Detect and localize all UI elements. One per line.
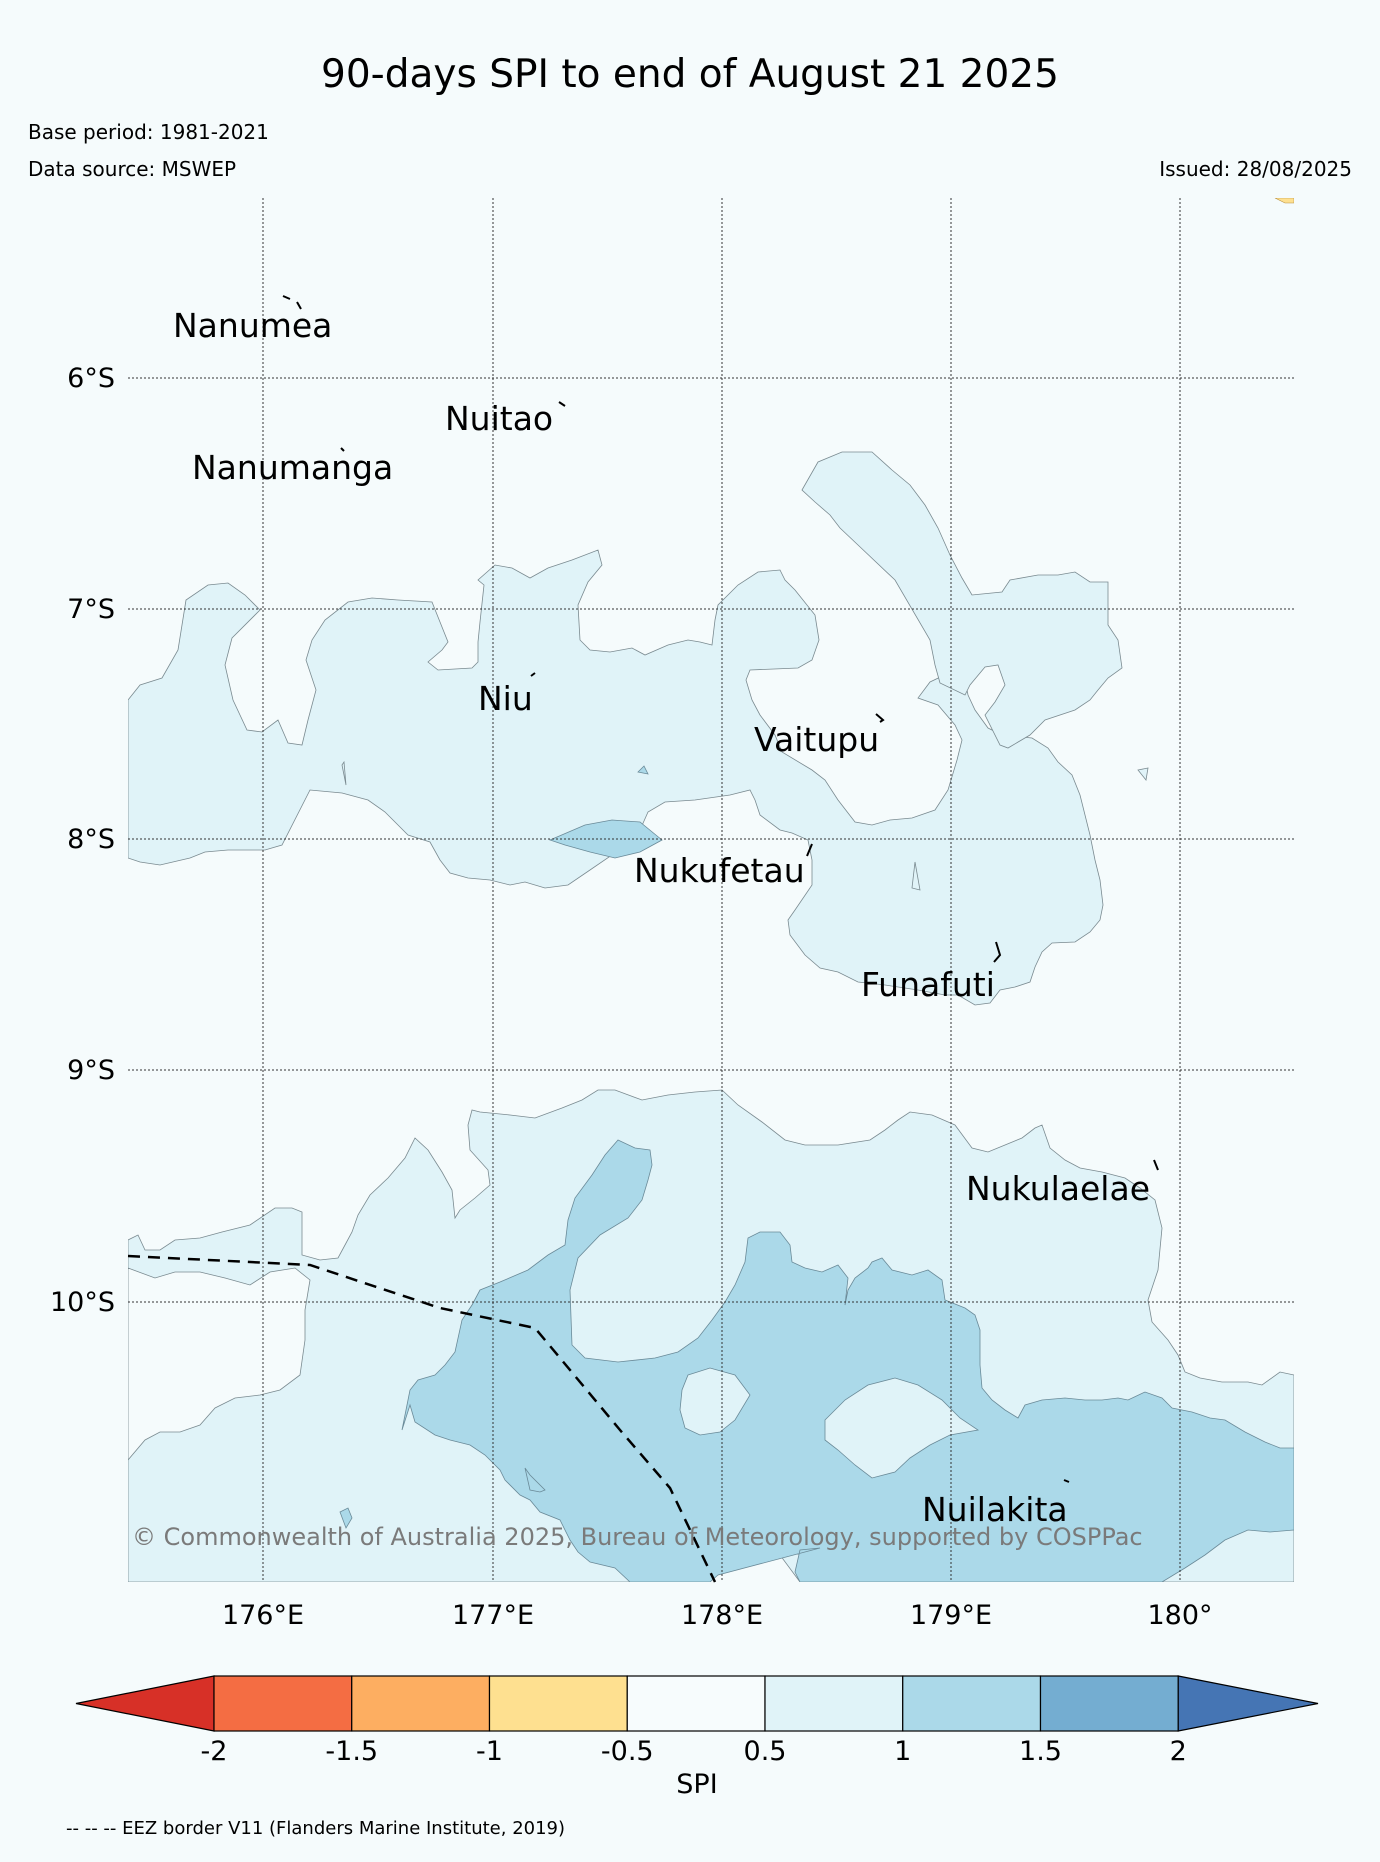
island-shape <box>558 401 566 407</box>
lat-tick-label: 8°S <box>67 824 115 855</box>
colorbar-tick-label: -2 <box>201 1736 228 1767</box>
colorbar-tick-label: -1 <box>476 1736 503 1767</box>
island-label: Nanumanga <box>192 448 393 487</box>
island-shape <box>1063 1479 1070 1483</box>
spi-region-medium-south <box>401 1139 1294 1582</box>
lat-tick-label: 9°S <box>67 1055 115 1086</box>
eez-border <box>127 1254 717 1583</box>
colorbar-swatch <box>488 1675 628 1732</box>
colorbar-swatch <box>351 1675 491 1732</box>
colorbar-tick-label: 2 <box>1170 1736 1187 1767</box>
island-shape <box>282 295 302 310</box>
lon-tick-label: 177°E <box>452 1600 534 1631</box>
colorbar-tick-label: -0.5 <box>601 1736 654 1767</box>
island-label: Nanumea <box>173 306 332 345</box>
lat-tick-label: 10°S <box>50 1287 115 1318</box>
colorbar-swatch <box>902 1675 1042 1732</box>
colorbar-tick-label: 1.5 <box>1019 1736 1062 1767</box>
spi-region-small-dark <box>339 1507 353 1529</box>
base-period-label: Base period: 1981-2021 <box>28 120 269 144</box>
lon-axis: 176°E 177°E 178°E 179°E 180° <box>222 1600 1213 1631</box>
spi-region-yellow <box>1274 198 1294 204</box>
eez-border-note: -- -- -- EEZ border V11 (Flanders Marine… <box>66 1818 566 1839</box>
data-source-label: Data source: MSWEP <box>28 157 237 181</box>
spi-region-small-dark <box>637 765 649 775</box>
colorbar-tick-label: -1.5 <box>325 1736 378 1767</box>
copyright-watermark: © Commonwealth of Australia 2025, Bureau… <box>132 1523 1143 1551</box>
island-shape <box>806 843 813 857</box>
map-title: 90-days SPI to end of August 21 2025 <box>321 52 1059 97</box>
issued-date-label: Issued: 28/08/2025 <box>1159 157 1352 181</box>
spi-region-small-dark <box>524 1467 546 1493</box>
island-label: Nuitao <box>445 399 553 438</box>
island-label: Nukufetau <box>634 851 805 890</box>
colorbar-extend-low <box>75 1675 215 1732</box>
colorbar: -2 -1.5 -1 -0.5 0.5 1 1.5 2 <box>75 1675 1319 1767</box>
colorbar-tick-label: 0.5 <box>744 1736 787 1767</box>
colorbar-swatch <box>764 1675 904 1732</box>
colorbar-swatch <box>626 1675 766 1732</box>
lon-tick-label: 179°E <box>910 1600 992 1631</box>
lat-axis: 6°S 7°S 8°S 9°S 10°S <box>50 363 115 1318</box>
spi-region-light-northeast <box>801 451 1123 749</box>
spi-region-small <box>911 861 921 891</box>
island-shape <box>530 672 536 677</box>
spi-region-normal-hole <box>128 1267 311 1461</box>
gridlines <box>128 198 1294 1582</box>
spi-contours <box>128 198 1294 1582</box>
colorbar-title: SPI <box>676 1769 717 1800</box>
island-shape <box>875 713 885 723</box>
spi-region-small <box>1137 767 1149 781</box>
spi-region-light-hole <box>824 1377 980 1479</box>
lat-tick-label: 7°S <box>67 594 115 625</box>
colorbar-swatch <box>213 1675 353 1732</box>
spi-region-light-hole <box>679 1367 751 1436</box>
island-label: Nuilakita <box>922 1490 1068 1529</box>
lat-tick-label: 6°S <box>67 363 115 394</box>
island-shape <box>1153 1159 1159 1171</box>
island-label: Niu <box>478 679 533 718</box>
island-label: Nukulaelae <box>966 1169 1150 1208</box>
colorbar-extend-high <box>1177 1675 1319 1732</box>
island-labels: Nanumea Nuitao Nanumanga Niu Vaitupu Nuk… <box>173 306 1150 1529</box>
colorbar-swatch <box>1039 1675 1179 1732</box>
island-label: Funafuti <box>861 965 995 1004</box>
lon-tick-label: 180° <box>1147 1600 1212 1631</box>
island-shape <box>993 941 1002 963</box>
lon-tick-label: 176°E <box>222 1600 304 1631</box>
lon-tick-label: 178°E <box>681 1600 763 1631</box>
spi-region-small <box>341 760 347 786</box>
island-label: Vaitupu <box>754 720 879 759</box>
island-shape <box>340 447 345 452</box>
island-shapes <box>282 295 1159 1483</box>
colorbar-tick-label: 1 <box>894 1736 911 1767</box>
